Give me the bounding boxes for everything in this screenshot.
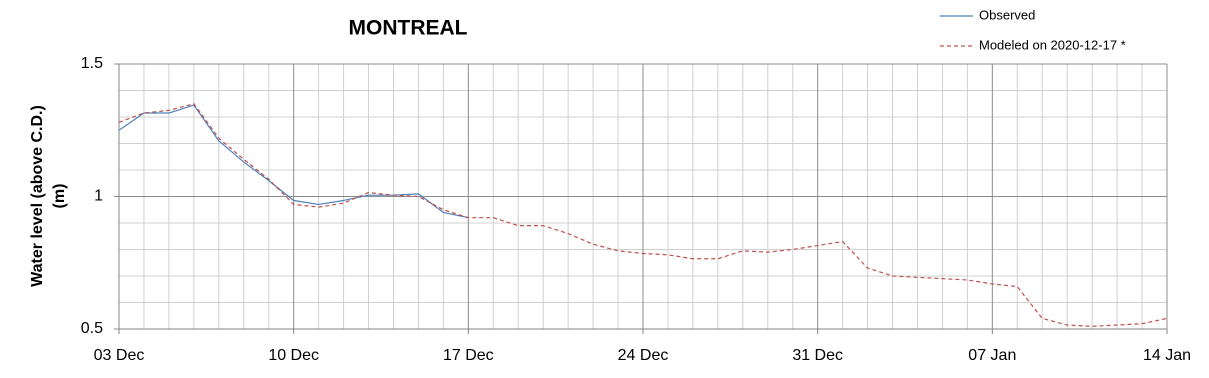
series-line: [118, 104, 469, 219]
x-tick-label: 31 Dec: [792, 347, 843, 364]
legend-label: Observed: [979, 7, 1035, 22]
y-tick-label: 1: [94, 188, 103, 205]
y-tick-label: 0.5: [81, 320, 103, 337]
series-line: [118, 103, 1168, 327]
x-tick-label: 10 Dec: [268, 347, 319, 364]
y-axis-label: (m): [51, 184, 68, 209]
x-tick-label: 07 Jan: [968, 347, 1016, 364]
x-tick-label: 17 Dec: [443, 347, 494, 364]
y-axis-label: Water level (above C.D.): [29, 105, 46, 287]
chart-title: MONTREAL: [349, 17, 468, 40]
x-tick-label: 14 Jan: [1143, 347, 1191, 364]
x-tick-label: 24 Dec: [618, 347, 669, 364]
x-tick-label: 03 Dec: [94, 347, 145, 364]
y-tick-label: 1.5: [81, 55, 103, 72]
legend-label: Modeled on 2020-12-17 *: [979, 37, 1126, 52]
